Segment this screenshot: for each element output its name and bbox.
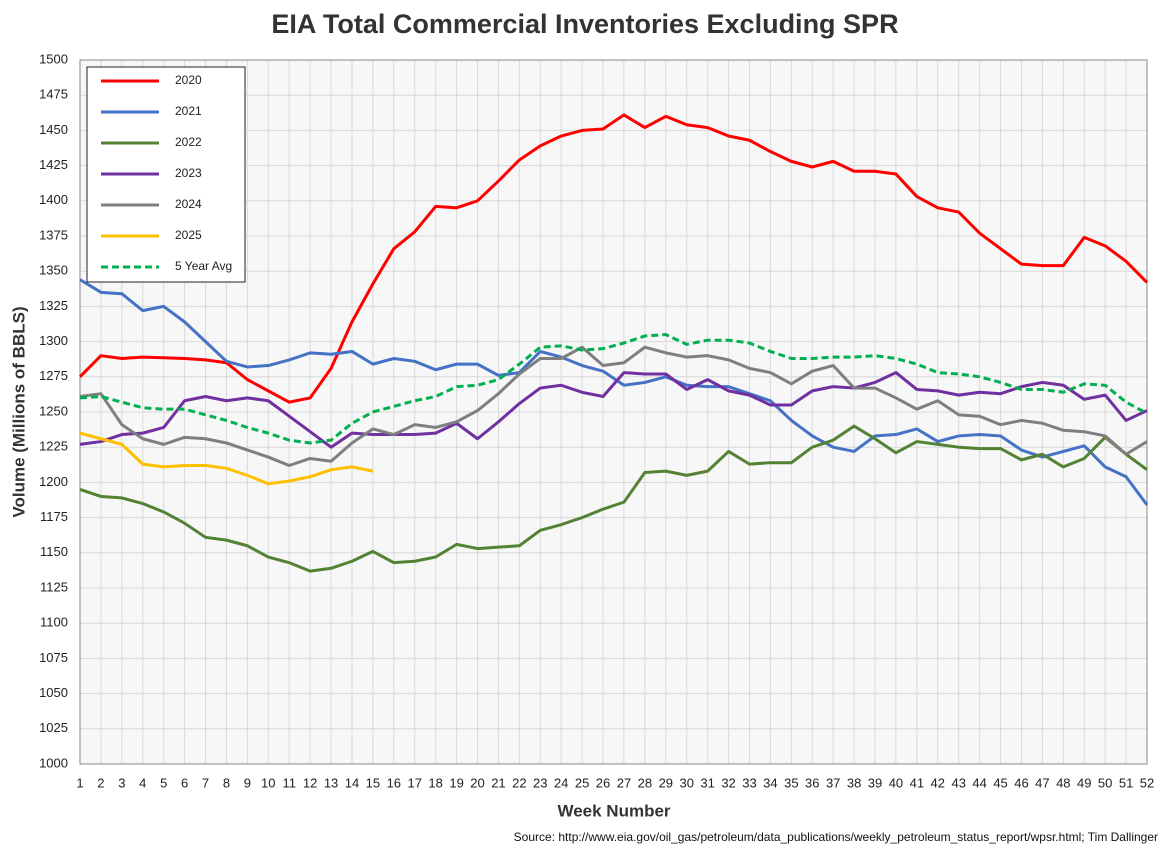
x-tick-label: 23: [533, 775, 547, 790]
x-tick-label: 31: [700, 775, 714, 790]
series-line: [79, 431, 374, 486]
y-tick-label: 1175: [40, 509, 68, 524]
x-tick-label: 48: [1056, 775, 1070, 790]
x-tick-label: 28: [638, 775, 652, 790]
y-tick-label: 1400: [39, 192, 68, 207]
y-tick-label: 1450: [39, 122, 68, 137]
legend-label: 5 Year Avg: [175, 259, 232, 273]
legend-label: 2021: [175, 104, 202, 118]
x-tick-label: 42: [931, 775, 945, 790]
x-tick-label: 16: [387, 775, 401, 790]
x-tick-label: 30: [679, 775, 693, 790]
x-tick-label: 4: [139, 775, 146, 790]
x-tick-label: 7: [202, 775, 209, 790]
x-tick-label: 6: [181, 775, 188, 790]
y-tick-label: 1250: [39, 403, 68, 418]
x-tick-label: 49: [1077, 775, 1091, 790]
x-tick-label: 18: [428, 775, 442, 790]
y-tick-label: 1325: [39, 298, 68, 313]
x-tick-label: 17: [408, 775, 422, 790]
chart-title: EIA Total Commercial Inventories Excludi…: [271, 9, 898, 39]
y-tick-label: 1050: [39, 685, 68, 700]
y-tick-label: 1000: [39, 755, 68, 770]
x-tick-label: 35: [784, 775, 798, 790]
x-tick-label: 45: [993, 775, 1007, 790]
y-tick-label: 1425: [39, 157, 68, 172]
x-tick-label: 24: [554, 775, 568, 790]
y-tick-label: 1375: [39, 227, 68, 242]
x-tick-label: 47: [1035, 775, 1049, 790]
y-tick-label: 1275: [39, 368, 68, 383]
y-tick-label: 1500: [39, 51, 68, 66]
x-tick-label: 52: [1140, 775, 1154, 790]
x-tick-label: 43: [951, 775, 965, 790]
y-tick-label: 1475: [39, 87, 68, 102]
x-tick-label: 37: [826, 775, 840, 790]
x-tick-label: 20: [470, 775, 484, 790]
y-tick-label: 1025: [39, 720, 68, 735]
x-tick-label: 22: [512, 775, 526, 790]
series-line: [79, 424, 1148, 573]
y-tick-label: 1225: [39, 439, 68, 454]
x-tick-label: 11: [282, 775, 296, 790]
x-tick-label: 41: [910, 775, 924, 790]
x-tick-label: 2: [97, 775, 104, 790]
y-tick-label: 1100: [40, 615, 68, 630]
x-tick-label: 26: [596, 775, 610, 790]
x-tick-label: 27: [617, 775, 631, 790]
x-tick-label: 29: [659, 775, 673, 790]
x-tick-label: 50: [1098, 775, 1112, 790]
y-tick-label: 1075: [39, 650, 68, 665]
legend-label: 2023: [175, 166, 202, 180]
x-tick-label: 15: [366, 775, 380, 790]
x-tick-label: 10: [261, 775, 275, 790]
x-axis-title: Week Number: [557, 801, 670, 820]
x-tick-label: 40: [889, 775, 903, 790]
x-tick-label: 21: [491, 775, 505, 790]
legend-label: 2024: [175, 197, 202, 211]
series-line: [79, 278, 1149, 506]
legend: 2020 2021 2022 2023 2024 2025 5 Year Avg: [86, 66, 246, 283]
y-tick-label: 1350: [39, 263, 68, 278]
x-tick-label: 46: [1014, 775, 1028, 790]
x-tick-label: 51: [1119, 775, 1133, 790]
x-tick-label: 12: [303, 775, 317, 790]
x-tick-label: 13: [324, 775, 338, 790]
legend-label: 2025: [175, 228, 202, 242]
series-line: [78, 113, 1149, 404]
x-tick-label: 1: [76, 775, 83, 790]
x-tick-label: 34: [763, 775, 777, 790]
x-tick-label: 19: [449, 775, 463, 790]
legend-label: 2020: [175, 73, 202, 87]
x-tick-label: 25: [575, 775, 589, 790]
x-tick-label: 3: [118, 775, 125, 790]
x-tick-label: 38: [847, 775, 861, 790]
x-tick-label: 5: [160, 775, 167, 790]
x-tick-label: 32: [721, 775, 735, 790]
x-tick-label: 44: [972, 775, 986, 790]
y-tick-label: 1125: [40, 579, 68, 594]
x-tick-label: 8: [223, 775, 230, 790]
y-tick-label: 1150: [40, 544, 68, 559]
y-tick-label: 1300: [39, 333, 68, 348]
x-tick-label: 36: [805, 775, 819, 790]
x-tick-label: 39: [868, 775, 882, 790]
x-tick-label: 9: [244, 775, 251, 790]
series-line: [79, 345, 1148, 468]
y-tick-label: 1200: [39, 474, 68, 489]
x-tick-label: 14: [345, 775, 359, 790]
series-line: [79, 333, 1148, 445]
legend-label: 2022: [175, 135, 202, 149]
x-tick-label: 33: [742, 775, 756, 790]
series-line: [79, 371, 1148, 449]
y-axis-title: Volume (Millions of BBLS): [9, 306, 28, 517]
source-note: Source: http://www.eia.gov/oil_gas/petro…: [514, 830, 1158, 844]
